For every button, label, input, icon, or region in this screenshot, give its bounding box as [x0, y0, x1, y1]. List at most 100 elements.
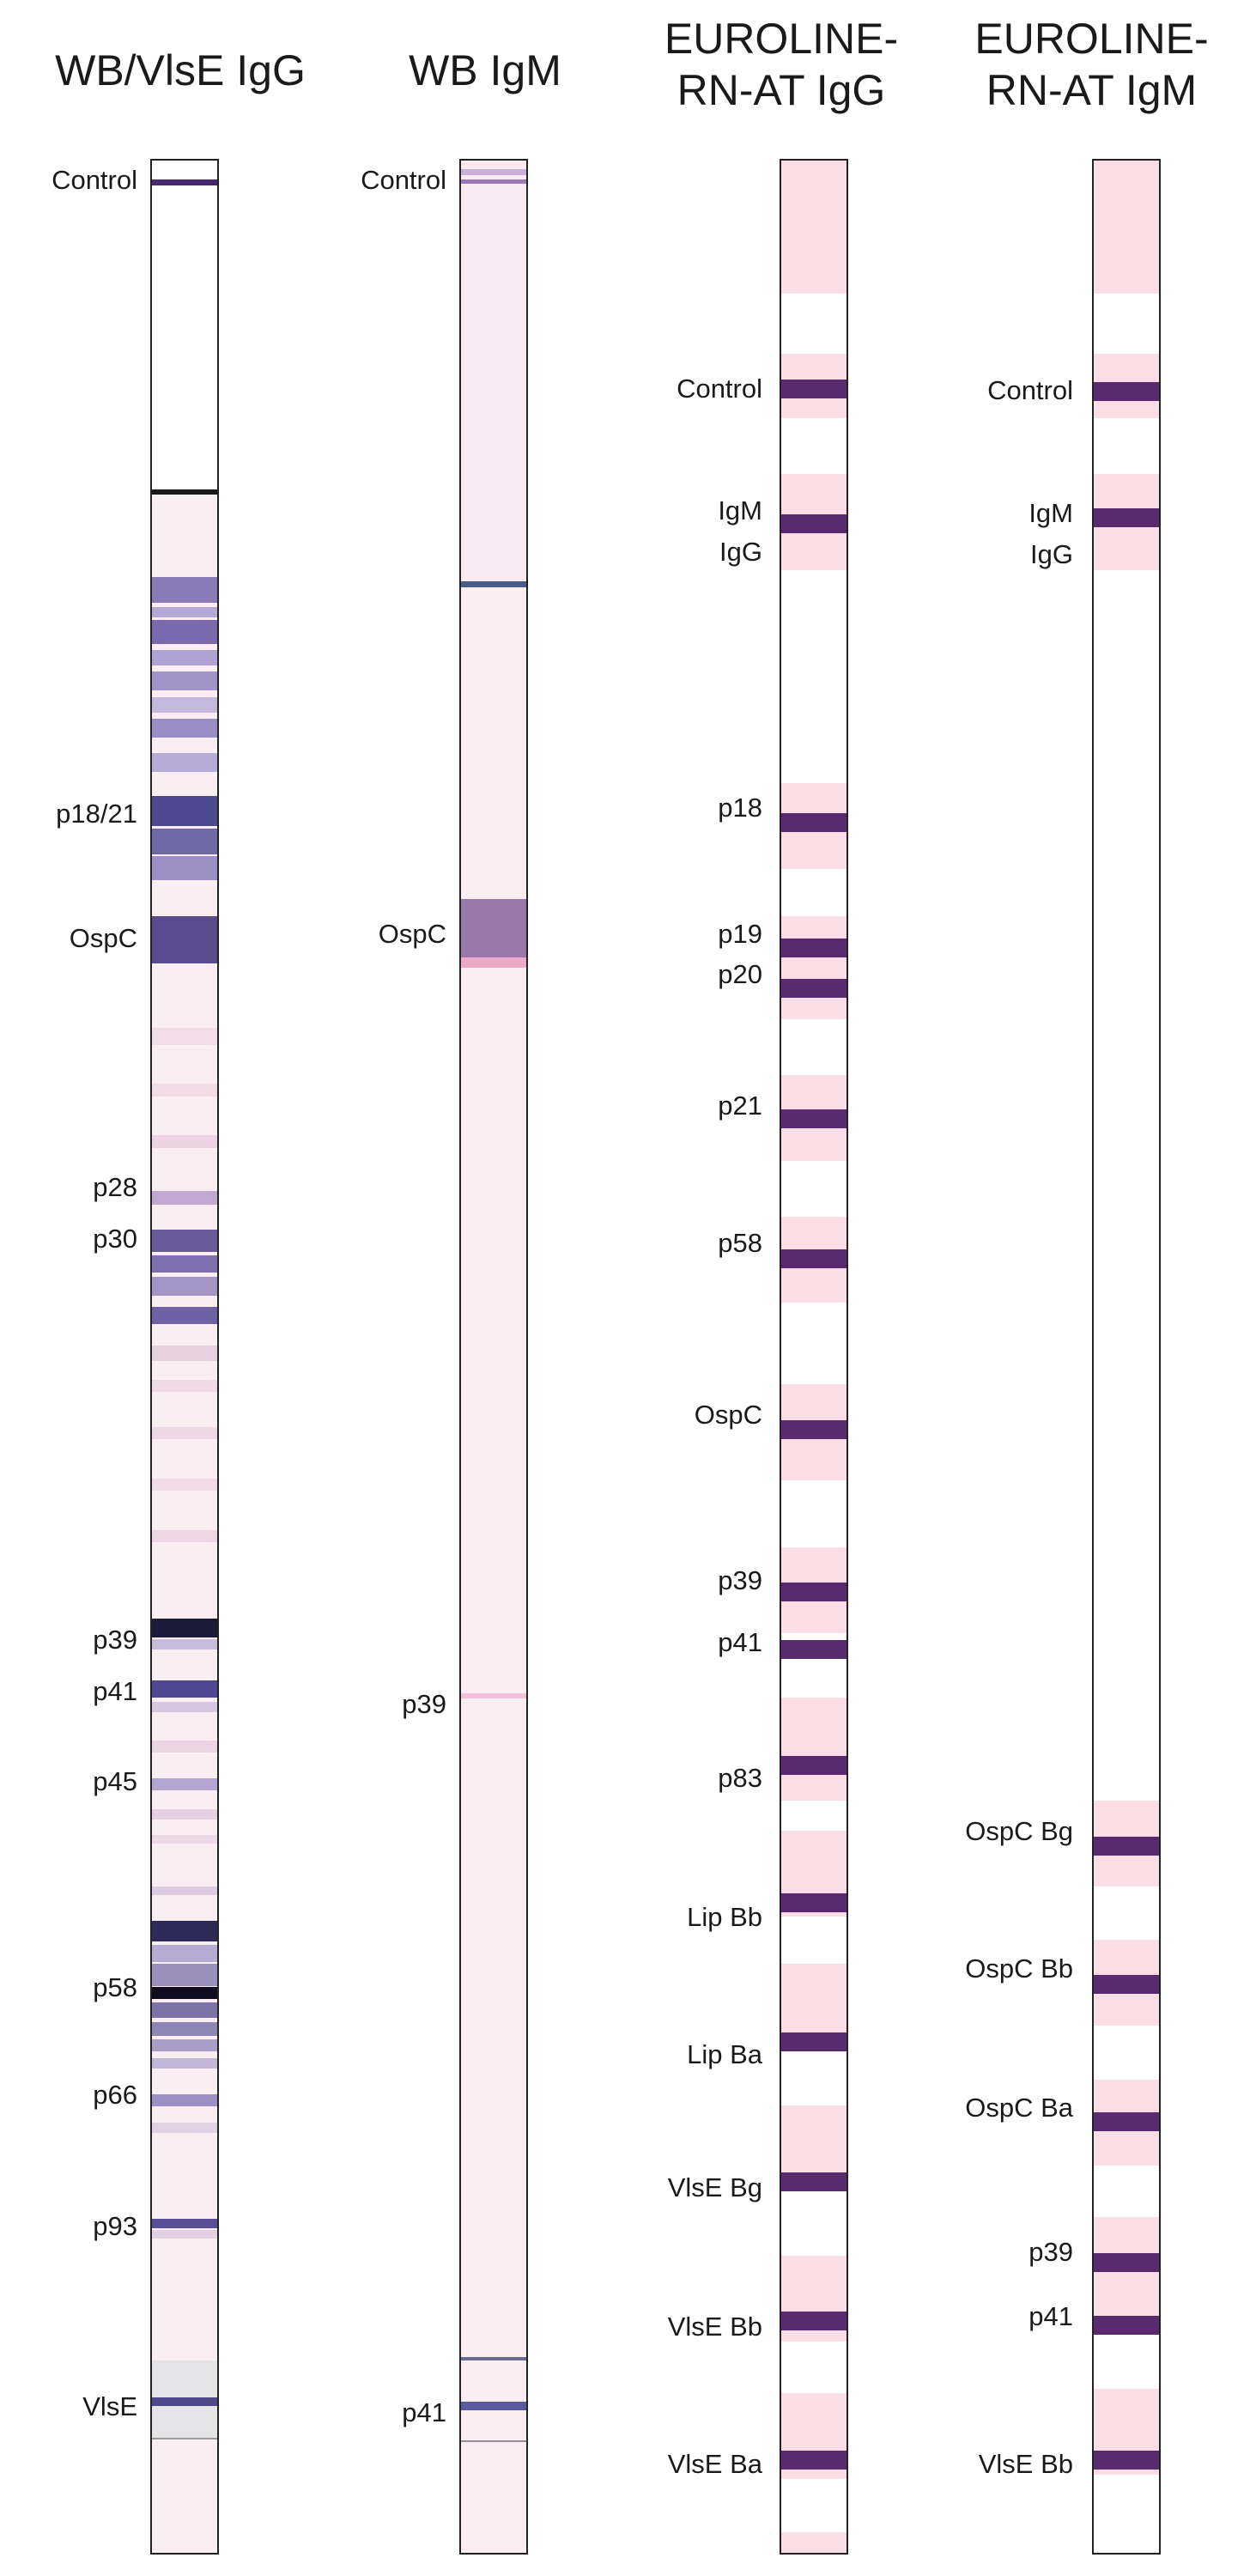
p66-band: [152, 2094, 217, 2106]
label-ospc-bg: OspC Bg: [965, 1816, 1073, 1846]
label-p19: p19: [718, 919, 762, 949]
reaction-band: [1094, 508, 1159, 527]
label-p18: p18: [718, 793, 762, 823]
label-p21: p21: [718, 1091, 762, 1121]
p45-band: [152, 1778, 217, 1790]
smear-band: [152, 1945, 217, 1962]
smear-band: [152, 1230, 217, 1252]
smear-band: [152, 1886, 217, 1895]
label-igm: IgM: [1028, 498, 1073, 528]
column-title-wb-vlse-igg: WB/VlsE IgG: [55, 46, 306, 94]
reaction-band: [781, 2032, 846, 2051]
smear-band: [152, 697, 217, 713]
smear-band: [152, 650, 217, 665]
smear-band: [152, 1277, 217, 1296]
section-divider: [461, 581, 526, 587]
p30-band: [152, 1191, 217, 1205]
smear-band: [152, 753, 217, 772]
reaction-band: [781, 1893, 846, 1912]
p41-band: [461, 2402, 526, 2410]
reaction-band: [781, 2172, 846, 2191]
smear-band: [152, 1964, 217, 1986]
label-p93: p93: [93, 2211, 137, 2241]
strip-upper-white-section: [152, 161, 217, 494]
smear-band: [152, 577, 217, 603]
label-p39: p39: [93, 1625, 137, 1655]
smear-band: [152, 620, 217, 644]
strip-euroline-igm: [1092, 159, 1161, 2555]
smear-band: [152, 1307, 217, 1324]
smear-band: [152, 1639, 217, 1649]
smear-band: [152, 1921, 217, 1941]
smear-band: [152, 2123, 217, 2133]
reaction-zone: [781, 1698, 846, 1801]
reaction-band: [781, 2312, 846, 2330]
bottom-divider: [461, 2357, 526, 2360]
label-vlse-ba: VlsE Ba: [667, 2449, 762, 2479]
column-title-euroline-igg: EUROLINE- RN-AT IgG: [664, 15, 899, 114]
smear-band: [152, 1809, 217, 1820]
strip-wb-vlse-igg: [150, 159, 219, 2555]
label-vlse: VlsE: [82, 2391, 137, 2421]
label-ospc-bb: OspC Bb: [965, 1953, 1073, 1984]
ospc-band: [152, 916, 217, 963]
smear-band: [152, 2039, 217, 2051]
smear-band: [152, 829, 217, 854]
label-p45: p45: [93, 1766, 137, 1796]
ospc-band: [461, 899, 526, 959]
p58-band: [152, 1987, 217, 1999]
label-p18-21: p18/21: [56, 799, 137, 829]
p93-band: [152, 2219, 217, 2228]
label-p41: p41: [718, 1627, 762, 1657]
reaction-band: [781, 1109, 846, 1128]
label-control: Control: [677, 374, 762, 404]
smear-band: [152, 1530, 217, 1542]
label-p30: p30: [93, 1224, 137, 1254]
p41-band: [152, 1680, 217, 1698]
p28-band: [152, 1135, 217, 1148]
smear-band: [152, 1255, 217, 1273]
reaction-band: [1094, 2316, 1159, 2335]
reaction-zone: [781, 916, 846, 1019]
smear-band: [152, 1427, 217, 1439]
label-control: Control: [52, 165, 137, 195]
smear-band: [152, 671, 217, 690]
reaction-band: [781, 813, 846, 832]
control-band: [461, 169, 526, 175]
p39-band: [152, 1619, 217, 1637]
label-p41: p41: [1028, 2301, 1073, 2331]
reaction-band: [1094, 2112, 1159, 2131]
reaction-zone: [781, 2532, 846, 2553]
smear-band: [152, 1835, 217, 1844]
label-p41: p41: [402, 2397, 446, 2427]
smear-band: [152, 2230, 217, 2239]
control-band: [152, 179, 217, 185]
reaction-band: [1094, 382, 1159, 401]
section-divider: [152, 489, 217, 495]
smear-band: [152, 1028, 217, 1045]
reaction-band: [781, 1249, 846, 1268]
vlse-band: [152, 2397, 217, 2406]
label-vlse-bg: VlsE Bg: [667, 2172, 762, 2202]
smear-band: [152, 856, 217, 880]
label-p28: p28: [93, 1172, 137, 1202]
reaction-band: [781, 1583, 846, 1601]
label-control: Control: [987, 375, 1073, 405]
smear-band: [152, 2002, 217, 2018]
upper-section: [461, 161, 526, 586]
strip-euroline-igg: [780, 159, 848, 2555]
reaction-zone: [781, 161, 846, 294]
smear-band: [152, 607, 217, 617]
smear-band: [152, 1380, 217, 1392]
label-p58: p58: [93, 1972, 137, 2002]
label-p20: p20: [718, 959, 762, 989]
label-vlse-bb: VlsE Bb: [667, 2312, 762, 2342]
reaction-band: [781, 2451, 846, 2470]
label-p83: p83: [718, 1763, 762, 1793]
control-band: [461, 179, 526, 184]
label-p39: p39: [718, 1565, 762, 1595]
smear-band: [152, 1084, 217, 1097]
reaction-band: [781, 514, 846, 533]
label-lip-bb: Lip Bb: [687, 1902, 762, 1932]
reaction-band: [1094, 1837, 1159, 1856]
